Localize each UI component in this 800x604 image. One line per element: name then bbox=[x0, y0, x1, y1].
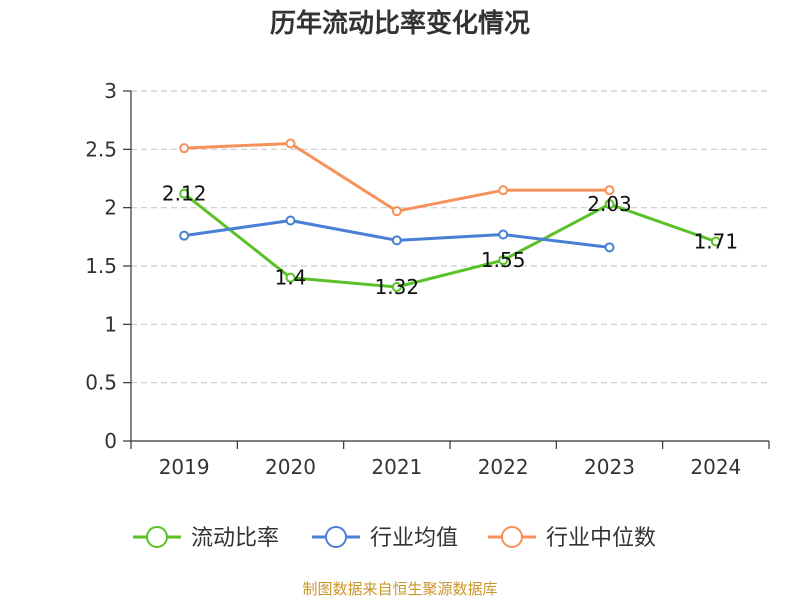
y-tick-label: 1.5 bbox=[85, 254, 117, 278]
data-point bbox=[498, 185, 509, 196]
data-point bbox=[179, 143, 190, 154]
x-tick-label: 2020 bbox=[265, 455, 316, 479]
data-point bbox=[604, 242, 615, 253]
legend-marker-icon bbox=[146, 526, 168, 548]
legend-item-3[interactable]: 行业中位数 bbox=[488, 526, 656, 551]
x-tick-label: 2024 bbox=[690, 455, 741, 479]
x-tick-label: 2023 bbox=[584, 455, 635, 479]
source-note: 制图数据来自恒生聚源数据库 bbox=[302, 580, 497, 598]
series bbox=[179, 138, 721, 292]
x-tick-label: 2019 bbox=[159, 455, 210, 479]
data-label: 2.12 bbox=[162, 182, 207, 206]
y-tick-label: 0 bbox=[104, 429, 117, 453]
data-label: 1.55 bbox=[481, 248, 526, 272]
data-label: 2.03 bbox=[587, 192, 632, 216]
grid bbox=[131, 90, 769, 384]
data-point bbox=[179, 230, 190, 241]
legend-label: 流动比率 bbox=[191, 526, 279, 551]
data-point bbox=[285, 215, 296, 226]
y-tick-label: 0.5 bbox=[85, 371, 117, 395]
data-label: 1.71 bbox=[694, 230, 739, 254]
data-labels: 2.12 1.4 1.32 1.55 2.03 1.71 bbox=[162, 182, 738, 299]
legend-item-1[interactable]: 流动比率 bbox=[133, 526, 279, 551]
legend-item-2[interactable]: 行业均值 bbox=[312, 526, 458, 551]
legend[interactable]: 流动比率 行业均值 行业中位数 bbox=[133, 526, 656, 551]
series-line-1 bbox=[183, 192, 717, 289]
y-tick-label: 3 bbox=[104, 79, 117, 103]
data-point bbox=[604, 199, 615, 210]
data-label: 1.32 bbox=[375, 275, 420, 299]
chart-title: 历年流动比率变化情况 bbox=[270, 8, 530, 39]
data-point bbox=[498, 255, 509, 266]
data-point bbox=[285, 272, 296, 283]
legend-marker-icon bbox=[325, 526, 347, 548]
y-tick-label: 2.5 bbox=[85, 137, 117, 161]
axes: 0 0.5 1 1.5 2 2.5 3 2019 2020 2021 2022 2023 2024 bbox=[85, 79, 770, 479]
x-tick-label: 2022 bbox=[478, 455, 529, 479]
y-tick-label: 1 bbox=[104, 312, 117, 336]
legend-marker-icon bbox=[501, 526, 523, 548]
data-point bbox=[604, 185, 615, 196]
data-point bbox=[179, 188, 190, 199]
data-label: 1.4 bbox=[275, 266, 307, 290]
data-point bbox=[710, 236, 721, 247]
series-line-3 bbox=[184, 142, 610, 213]
legend-label: 行业中位数 bbox=[546, 526, 656, 551]
data-point bbox=[391, 235, 402, 246]
x-tick-label: 2021 bbox=[371, 455, 422, 479]
data-point bbox=[391, 282, 402, 292]
legend-label: 行业均值 bbox=[370, 526, 458, 551]
y-tick-label: 2 bbox=[104, 196, 117, 220]
data-point bbox=[391, 206, 402, 217]
data-point bbox=[498, 229, 509, 240]
data-point bbox=[285, 138, 296, 149]
